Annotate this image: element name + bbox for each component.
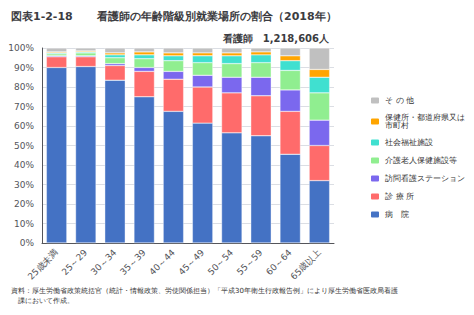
svg-text:45～49: 45～49 <box>177 247 207 277</box>
svg-text:25歳未満: 25歳未満 <box>26 247 60 281</box>
svg-text:保健所・都道府県又は: 保健所・都道府県又は <box>385 113 465 122</box>
svg-text:診 療 所: 診 療 所 <box>385 192 414 201</box>
svg-text:70%: 70% <box>14 102 34 112</box>
svg-text:50～54: 50～54 <box>206 247 236 277</box>
svg-text:看護師 1,218,606人: 看護師 1,218,606人 <box>222 33 330 44</box>
svg-text:30～34: 30～34 <box>89 247 119 277</box>
svg-text:35～39: 35～39 <box>118 247 148 277</box>
svg-text:課において作成。: 課において作成。 <box>11 297 74 305</box>
svg-text:0%: 0% <box>20 238 35 248</box>
svg-text:看護師の年齢階級別就業場所の割合（2018年）: 看護師の年齢階級別就業場所の割合（2018年） <box>96 10 337 23</box>
svg-text:60～64: 60～64 <box>264 247 294 278</box>
svg-text:訪問看護ステーション: 訪問看護ステーション <box>385 174 465 183</box>
svg-text:そ の 他: そ の 他 <box>385 96 414 105</box>
svg-text:90%: 90% <box>14 63 34 73</box>
svg-text:80%: 80% <box>14 82 34 92</box>
svg-text:65歳以上: 65歳以上 <box>289 247 323 281</box>
svg-text:介護老人保健施設等: 介護老人保健施設等 <box>385 156 457 165</box>
svg-text:55～59: 55～59 <box>235 247 265 277</box>
svg-text:30%: 30% <box>14 180 34 190</box>
svg-text:100%: 100% <box>8 43 34 53</box>
svg-text:40%: 40% <box>14 160 34 170</box>
svg-text:市町村: 市町村 <box>385 121 409 130</box>
svg-text:60%: 60% <box>14 121 34 131</box>
svg-text:50%: 50% <box>14 141 34 151</box>
svg-text:25～29: 25～29 <box>60 247 90 277</box>
svg-text:40～44: 40～44 <box>147 247 177 277</box>
svg-text:20%: 20% <box>14 199 34 209</box>
svg-text:社会福祉施設: 社会福祉施設 <box>385 138 433 147</box>
svg-text:10%: 10% <box>14 219 34 229</box>
svg-text:図表1-2-18: 図表1-2-18 <box>11 10 73 23</box>
svg-text:病 院: 病 院 <box>385 210 409 219</box>
svg-text:資料：厚生労働省政策統括官（統計・情報政策、労使関係担当）「: 資料：厚生労働省政策統括官（統計・情報政策、労使関係担当）「平成30年衛生行政報… <box>11 287 398 295</box>
